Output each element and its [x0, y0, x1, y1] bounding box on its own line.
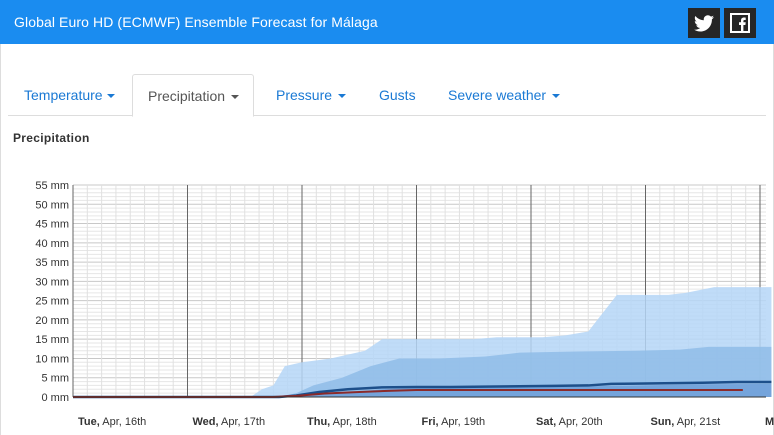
x-tick-label: Tue, Apr, 16th — [78, 416, 146, 428]
y-tick-label: 50 mm — [35, 199, 69, 211]
x-tick-label: Sun, Apr, 21st — [651, 416, 721, 428]
caret-down-icon — [106, 94, 115, 99]
tab-pressure[interactable]: Pressure — [276, 74, 347, 116]
y-tick-label: 35 mm — [35, 257, 69, 269]
y-tick-label: 30 mm — [35, 276, 69, 288]
tab-temperature[interactable]: Temperature — [24, 74, 115, 116]
tab-label: Temperature — [24, 87, 103, 103]
tab-label: Pressure — [276, 87, 333, 103]
y-tick-label: 5 mm — [42, 373, 70, 385]
twitter-icon — [694, 14, 714, 31]
y-tick-label: 0 mm — [42, 392, 70, 404]
y-tick-label: 15 mm — [35, 334, 69, 346]
y-tick-label: 25 mm — [35, 296, 69, 308]
x-tick-label: Fri, Apr, 19th — [422, 416, 486, 428]
caret-down-icon — [231, 95, 240, 100]
tab-severe-weather[interactable]: Severe weather — [448, 74, 561, 116]
x-tick-label: Wed, Apr, 17th — [193, 416, 266, 428]
tab-label: Severe weather — [448, 87, 547, 103]
x-tick-label: M — [765, 416, 774, 428]
y-tick-label: 40 mm — [35, 238, 69, 250]
tab-label: Gusts — [379, 87, 416, 103]
x-tick-label: Thu, Apr, 18th — [307, 416, 377, 428]
tab-label: Precipitation — [148, 88, 226, 104]
facebook-button[interactable] — [724, 8, 756, 38]
y-tick-label: 20 mm — [35, 315, 69, 327]
caret-down-icon — [338, 94, 347, 99]
caret-down-icon — [552, 94, 561, 99]
x-tick-label: Sat, Apr, 20th — [536, 416, 603, 428]
facebook-icon — [730, 13, 750, 33]
chart-tabs: Temperature Precipitation Pressure Gusts… — [8, 74, 766, 117]
chart-section-title: Precipitation — [13, 131, 90, 145]
y-tick-label: 45 mm — [35, 219, 69, 231]
page-title: Global Euro HD (ECMWF) Ensemble Forecast… — [14, 14, 378, 30]
series-line-mean — [73, 380, 772, 399]
tab-precipitation[interactable]: Precipitation — [132, 74, 255, 117]
y-tick-label: 55 mm — [35, 180, 69, 192]
twitter-button[interactable] — [688, 8, 720, 38]
y-tick-label: 10 mm — [35, 353, 69, 365]
tab-gusts[interactable]: Gusts — [379, 74, 416, 116]
app-header: Global Euro HD (ECMWF) Ensemble Forecast… — [0, 0, 774, 44]
series-line-deterministic — [73, 389, 743, 398]
